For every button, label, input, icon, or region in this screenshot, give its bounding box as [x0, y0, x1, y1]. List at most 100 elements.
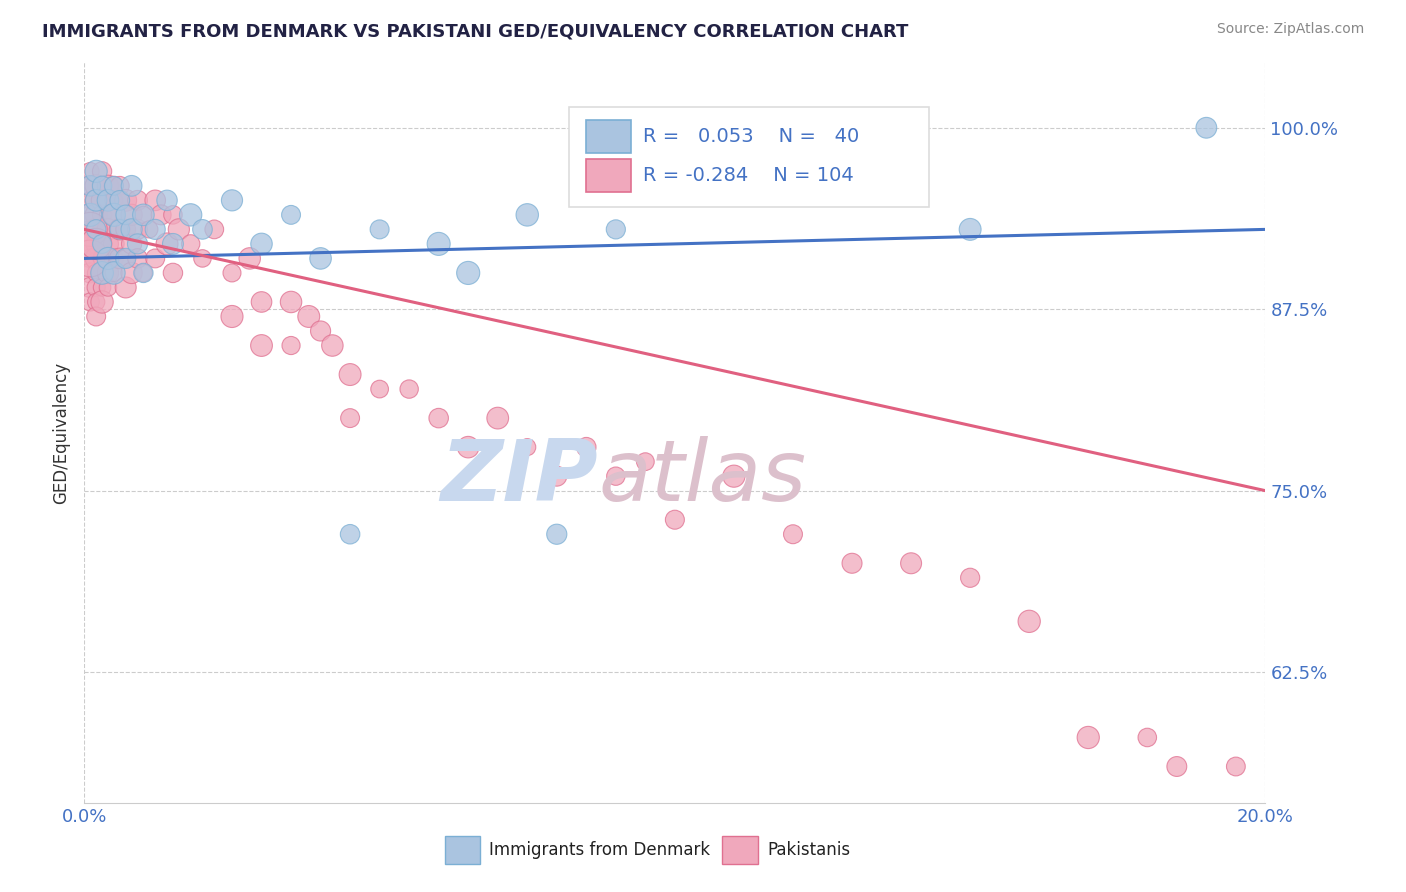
- Point: [79, 208, 101, 222]
- Point: [91, 266, 114, 280]
- Point: [103, 208, 125, 222]
- Point: [132, 208, 155, 222]
- Point: [79, 252, 101, 266]
- Text: IMMIGRANTS FROM DENMARK VS PAKISTANI GED/EQUIVALENCY CORRELATION CHART: IMMIGRANTS FROM DENMARK VS PAKISTANI GED…: [42, 22, 908, 40]
- Point: [84, 295, 107, 310]
- Point: [97, 222, 120, 236]
- Point: [1166, 759, 1188, 773]
- Point: [91, 266, 114, 280]
- Point: [79, 266, 101, 280]
- Point: [516, 440, 538, 454]
- Point: [339, 527, 361, 541]
- Point: [84, 236, 107, 251]
- Bar: [586, 160, 631, 192]
- Bar: [444, 836, 479, 864]
- Text: Immigrants from Denmark: Immigrants from Denmark: [489, 841, 710, 859]
- Point: [150, 208, 173, 222]
- Point: [108, 222, 131, 236]
- Point: [339, 368, 361, 382]
- Text: ZIP: ZIP: [440, 435, 598, 518]
- Point: [97, 178, 120, 193]
- Point: [103, 208, 125, 222]
- Point: [84, 194, 107, 208]
- Point: [84, 252, 107, 266]
- Point: [79, 164, 101, 178]
- Point: [309, 252, 332, 266]
- Point: [114, 252, 136, 266]
- Point: [103, 252, 125, 266]
- Point: [457, 440, 479, 454]
- Point: [121, 266, 143, 280]
- Point: [91, 194, 114, 208]
- Point: [167, 222, 190, 236]
- Point: [84, 222, 107, 236]
- Point: [180, 208, 202, 222]
- Point: [103, 266, 125, 280]
- Point: [162, 208, 184, 222]
- Point: [1018, 615, 1040, 629]
- Point: [108, 252, 131, 266]
- Point: [114, 194, 136, 208]
- Point: [114, 280, 136, 294]
- Text: R =   0.053    N =   40: R = 0.053 N = 40: [643, 127, 859, 146]
- Text: atlas: atlas: [598, 435, 806, 518]
- Point: [79, 236, 101, 251]
- Point: [723, 469, 745, 483]
- Point: [162, 266, 184, 280]
- Point: [91, 208, 114, 222]
- Point: [108, 194, 131, 208]
- Point: [959, 571, 981, 585]
- Point: [79, 208, 101, 222]
- Point: [114, 208, 136, 222]
- Point: [280, 338, 302, 352]
- Point: [84, 178, 107, 193]
- Point: [959, 222, 981, 236]
- Point: [91, 222, 114, 236]
- Y-axis label: GED/Equivalency: GED/Equivalency: [52, 361, 70, 504]
- Point: [79, 194, 101, 208]
- Point: [121, 178, 143, 193]
- Point: [156, 236, 179, 251]
- Point: [108, 222, 131, 236]
- Point: [84, 280, 107, 294]
- Point: [156, 194, 179, 208]
- Point: [457, 266, 479, 280]
- Point: [143, 194, 166, 208]
- Point: [1077, 731, 1099, 745]
- Point: [114, 252, 136, 266]
- Point: [339, 411, 361, 425]
- Point: [97, 280, 120, 294]
- Point: [84, 236, 107, 251]
- Point: [398, 382, 420, 396]
- Point: [368, 222, 391, 236]
- Point: [298, 310, 321, 324]
- Point: [79, 252, 101, 266]
- Point: [108, 178, 131, 193]
- Point: [127, 222, 149, 236]
- Point: [84, 194, 107, 208]
- Point: [91, 178, 114, 193]
- Point: [191, 222, 214, 236]
- Point: [84, 222, 107, 236]
- Point: [114, 222, 136, 236]
- Point: [1225, 759, 1247, 773]
- Point: [79, 222, 101, 236]
- Point: [97, 266, 120, 280]
- Point: [841, 556, 863, 570]
- Point: [221, 310, 243, 324]
- Point: [143, 222, 166, 236]
- Point: [97, 236, 120, 251]
- Point: [605, 222, 627, 236]
- Point: [546, 527, 568, 541]
- Bar: [586, 120, 631, 153]
- Point: [1136, 731, 1159, 745]
- Point: [91, 280, 114, 294]
- Point: [634, 455, 657, 469]
- Point: [143, 252, 166, 266]
- Point: [309, 324, 332, 338]
- Point: [546, 469, 568, 483]
- Point: [250, 295, 273, 310]
- Point: [782, 527, 804, 541]
- Point: [91, 252, 114, 266]
- Point: [138, 222, 160, 236]
